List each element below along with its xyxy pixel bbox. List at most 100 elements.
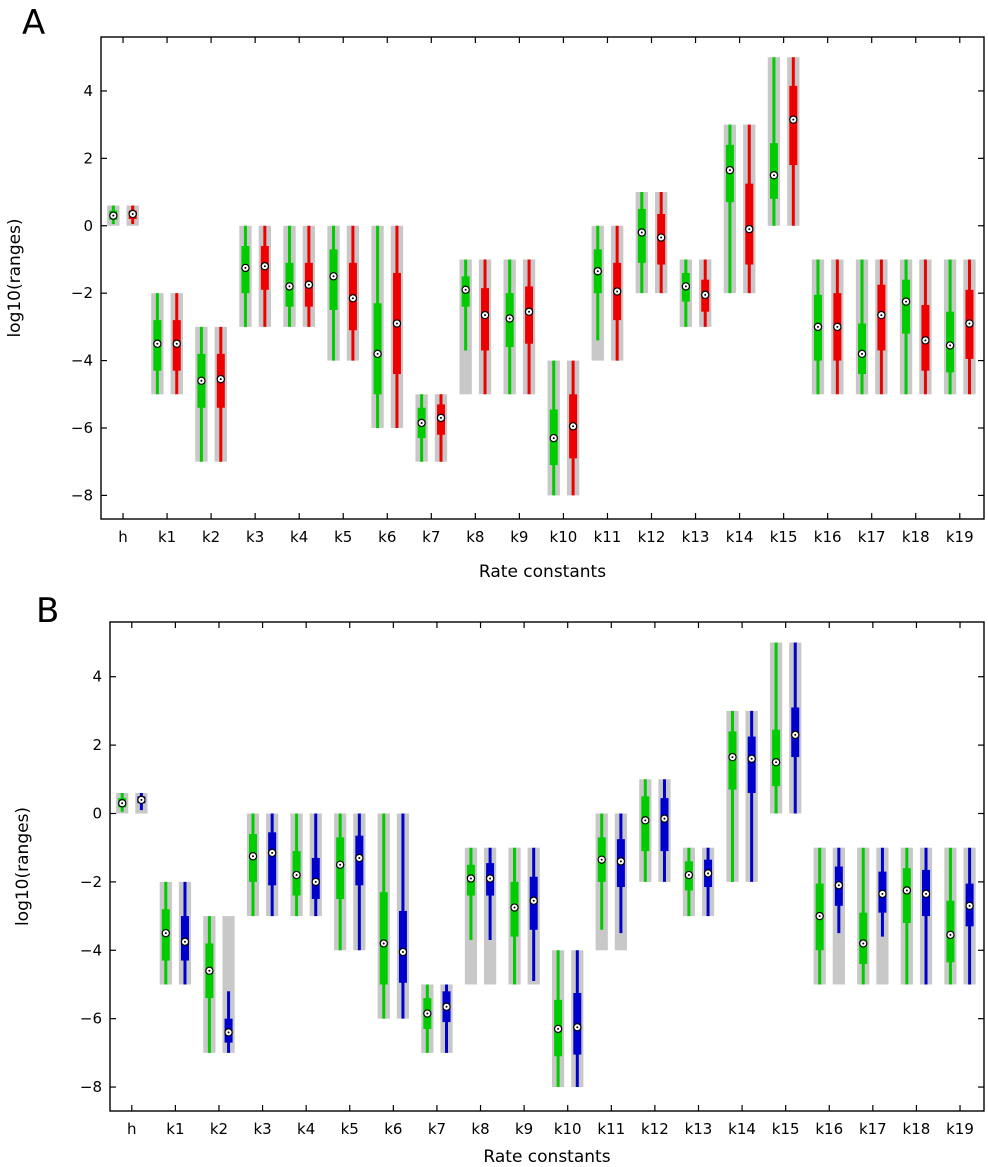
- y-tick-label: −4: [71, 352, 93, 370]
- median-dot-k16-s2: [836, 325, 839, 328]
- y-tick-label: 0: [83, 217, 93, 235]
- median-dot-k8-s2: [489, 877, 492, 880]
- x-tick-label: k2: [210, 1120, 228, 1138]
- median-dot-h-s2: [140, 798, 143, 801]
- median-dot-k3-s1: [251, 855, 254, 858]
- box-k6-s2: [398, 910, 407, 983]
- box-k3-s2: [268, 832, 277, 886]
- median-dot-k18-s1: [905, 300, 908, 303]
- x-tick-label: k5: [341, 1120, 359, 1138]
- median-dot-k17-s2: [880, 314, 883, 317]
- median-dot-k6-s1: [376, 352, 379, 355]
- median-dot-k2-s1: [200, 379, 203, 382]
- box-k8-s2: [481, 288, 490, 351]
- median-dot-k13-s1: [684, 285, 687, 288]
- y-tick-label: −6: [71, 419, 93, 437]
- median-dot-k12-s2: [663, 817, 666, 820]
- median-dot-k3-s2: [271, 851, 274, 854]
- x-tick-label: k15: [772, 1120, 800, 1138]
- x-tick-label: k1: [166, 1120, 184, 1138]
- x-tick-label: k7: [422, 528, 440, 546]
- box-k18-s1: [902, 868, 911, 923]
- median-dot-k12-s2: [660, 236, 663, 239]
- x-tick-label: k6: [384, 1120, 402, 1138]
- panel-letter: A: [22, 3, 45, 43]
- x-tick-label: k16: [814, 528, 842, 546]
- median-dot-k10-s2: [576, 1026, 579, 1029]
- y-tick-label: −8: [80, 1078, 102, 1096]
- y-tick-label: 2: [92, 736, 102, 754]
- x-tick-label: k11: [597, 1120, 625, 1138]
- chart-panel-a: A −8 −6 −4 −2 0 2 4 h k1 k2 k3 k4 k5 k6 k7 k8 k9 k10 k11 k12…: [5, 3, 985, 582]
- median-dot-k5-s2: [358, 856, 361, 859]
- x-tick-label: k2: [202, 528, 220, 546]
- median-dot-h-s1: [121, 802, 124, 805]
- x-tick-label: k8: [471, 1120, 489, 1138]
- x-tick-label: k15: [770, 528, 798, 546]
- box-k18-s1: [902, 279, 911, 334]
- y-tick-label: −2: [80, 873, 102, 891]
- x-axis-label: Rate constants: [479, 562, 606, 582]
- median-dot-k9-s2: [528, 310, 531, 313]
- box-k15-s1: [772, 729, 781, 787]
- panel-letter: B: [36, 591, 59, 631]
- y-tick-label: −4: [80, 941, 102, 959]
- median-dot-k6-s1: [382, 942, 385, 945]
- median-dot-k13-s2: [707, 872, 710, 875]
- median-dot-k15-s2: [794, 733, 797, 736]
- median-dot-k9-s2: [532, 899, 535, 902]
- median-dot-h-s1: [112, 214, 115, 217]
- median-dot-k1-s1: [156, 342, 159, 345]
- x-tick-label: k12: [641, 1120, 669, 1138]
- median-dot-k18-s2: [924, 339, 927, 342]
- median-dot-k16-s1: [818, 915, 821, 918]
- median-dot-k12-s1: [644, 819, 647, 822]
- x-tick-label: k5: [334, 528, 352, 546]
- x-tick-label: k12: [638, 528, 666, 546]
- chart-panel-b: B −8 −6 −4 −2 0 2 4 h k1 k2 k3 k4 k5 k6 k7 k8 k9 k10 k11 k12…: [13, 591, 985, 1167]
- x-tick-label: k3: [246, 528, 264, 546]
- x-tick-label: k10: [554, 1120, 582, 1138]
- median-dot-k5-s1: [332, 275, 335, 278]
- median-dot-k7-s2: [439, 416, 442, 419]
- median-dot-k3-s2: [263, 265, 266, 268]
- median-dot-k17-s1: [862, 942, 865, 945]
- x-tick-label: k14: [726, 528, 754, 546]
- box-k14-s2: [745, 183, 754, 265]
- median-dot-k7-s1: [420, 421, 423, 424]
- median-dot-k19-s1: [949, 344, 952, 347]
- median-dot-k14-s1: [731, 756, 734, 759]
- median-dot-k4-s1: [295, 874, 298, 877]
- median-dot-k2-s2: [227, 1031, 230, 1034]
- box-k6-s1: [373, 303, 382, 395]
- x-tick-label: k16: [815, 1120, 843, 1138]
- median-dot-k19-s1: [949, 933, 952, 936]
- x-tick-label: k13: [685, 1120, 713, 1138]
- median-dot-k18-s2: [925, 892, 928, 895]
- x-tick-label: k10: [550, 528, 578, 546]
- box-k14-s2: [747, 736, 756, 793]
- median-dot-k11-s2: [619, 860, 622, 863]
- median-dot-k19-s2: [968, 322, 971, 325]
- median-dot-k10-s1: [557, 1027, 560, 1030]
- median-dot-k2-s1: [208, 969, 211, 972]
- median-dot-k14-s2: [750, 757, 753, 760]
- plot-frame: [100, 36, 985, 520]
- median-dot-k8-s1: [469, 877, 472, 880]
- x-tick-label: k4: [297, 1120, 315, 1138]
- median-dot-k13-s2: [704, 293, 707, 296]
- x-tick-label: k18: [903, 1120, 931, 1138]
- box-k17-s1: [858, 323, 867, 375]
- y-tick-label: 4: [83, 82, 93, 100]
- median-dot-k6-s2: [401, 950, 404, 953]
- box-k6-s1: [379, 892, 388, 985]
- median-dot-k14-s1: [728, 169, 731, 172]
- median-dot-k14-s2: [748, 228, 751, 231]
- x-tick-label: k3: [253, 1120, 271, 1138]
- x-tick-label: k6: [378, 528, 396, 546]
- median-dot-k1-s1: [164, 932, 167, 935]
- x-tick-label: k8: [466, 528, 484, 546]
- median-dot-k17-s1: [861, 352, 864, 355]
- y-tick-label: −2: [71, 284, 93, 302]
